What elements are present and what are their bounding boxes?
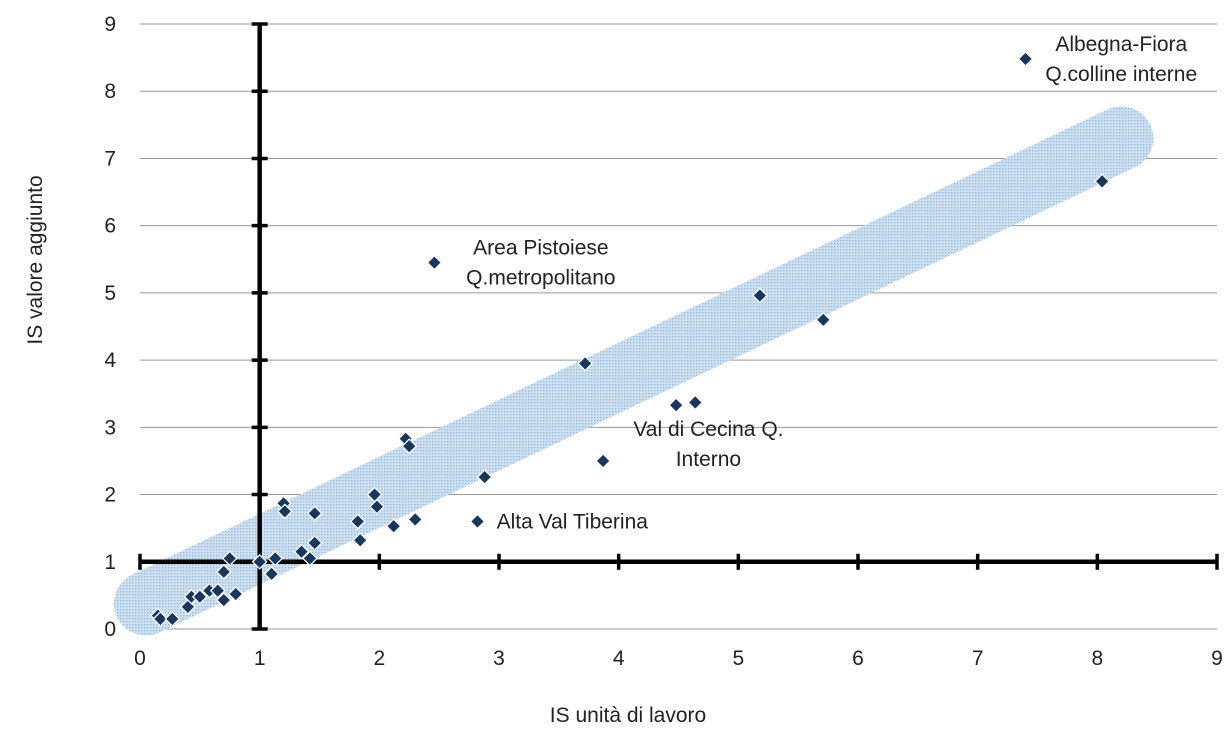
y-tick-label-8: 8 [104, 80, 116, 103]
x-tick-label-0: 0 [134, 647, 146, 670]
data-point-24 [369, 498, 385, 515]
annotation-2-line-1: Interno [676, 448, 741, 471]
data-point-21 [349, 513, 366, 530]
data-points [150, 51, 1111, 627]
data-point-30 [469, 513, 486, 530]
y-axis-title: IS valore aggiunto [24, 175, 47, 344]
y-tick-label-4: 4 [104, 349, 116, 372]
trend-band-shape [113, 106, 1154, 636]
annotation-1-line-0: Area Pistoiese [473, 237, 608, 260]
annotations: Albegna-Fiora Q.colline interne Area Pisto… [466, 33, 1197, 533]
data-point-39 [1094, 173, 1111, 190]
x-tick-label-9: 9 [1211, 647, 1223, 670]
data-point-38 [1017, 51, 1034, 67]
y-tick-label-6: 6 [104, 215, 116, 238]
x-tick-label-2: 2 [373, 647, 385, 670]
x-tick-label-4: 4 [613, 647, 625, 670]
data-point-17 [293, 543, 310, 560]
data-point-27 [401, 438, 418, 455]
data-point-2 [164, 610, 181, 627]
x-tick-label-7: 7 [972, 647, 984, 670]
data-point-10 [221, 550, 238, 567]
data-point-8 [215, 563, 232, 580]
y-tick-label-0: 0 [104, 618, 116, 641]
data-point-35 [687, 394, 704, 411]
data-point-1 [152, 610, 169, 627]
data-point-9 [215, 592, 232, 609]
annotation-0-line-0: Albegna-Fiora [1055, 33, 1187, 56]
data-point-22 [352, 532, 369, 549]
y-tick-label-2: 2 [104, 484, 116, 507]
data-point-37 [815, 311, 832, 328]
x-tick-label-5: 5 [732, 647, 744, 670]
data-point-20 [306, 505, 323, 522]
y-tick-label-3: 3 [104, 416, 116, 439]
data-point-19 [306, 535, 323, 551]
data-point-18 [302, 550, 318, 567]
data-point-16 [276, 503, 293, 520]
x-tick-label-6: 6 [852, 647, 864, 670]
x-tick-label-1: 1 [254, 647, 266, 670]
y-tick-label-5: 5 [104, 282, 116, 305]
annotation-3-line-0: Alta Val Tiberina [497, 510, 649, 533]
annotation-2-line-0: Val di Cecina Q. [633, 418, 783, 441]
y-tick-label-9: 9 [104, 13, 116, 36]
x-tick-label-3: 3 [493, 647, 505, 670]
data-point-12 [251, 553, 268, 570]
data-point-31 [476, 469, 493, 485]
data-point-5 [191, 588, 208, 605]
data-point-29 [426, 254, 443, 271]
data-point-7 [209, 582, 226, 599]
x-axis-title: IS unità di lavoro [550, 704, 706, 727]
data-point-25 [385, 518, 402, 535]
trend-band [113, 106, 1154, 636]
data-point-13 [263, 565, 280, 582]
data-point-32 [577, 355, 594, 372]
y-tick-label-7: 7 [104, 147, 116, 170]
data-point-14 [267, 550, 284, 567]
data-point-36 [751, 287, 768, 304]
x-tick-label-8: 8 [1091, 647, 1103, 670]
data-point-33 [595, 453, 612, 469]
data-point-34 [668, 397, 685, 414]
y-tick-label-1: 1 [104, 551, 116, 574]
annotation-1-line-1: Q.metropolitano [466, 267, 615, 290]
data-point-11 [227, 586, 244, 602]
data-point-28 [407, 511, 424, 528]
tick-labels: 0 1 2 3 4 5 6 7 8 9 0 1 2 3 4 5 6 7 8 9 [104, 13, 1223, 670]
annotation-0-line-1: Q.colline interne [1045, 63, 1197, 86]
